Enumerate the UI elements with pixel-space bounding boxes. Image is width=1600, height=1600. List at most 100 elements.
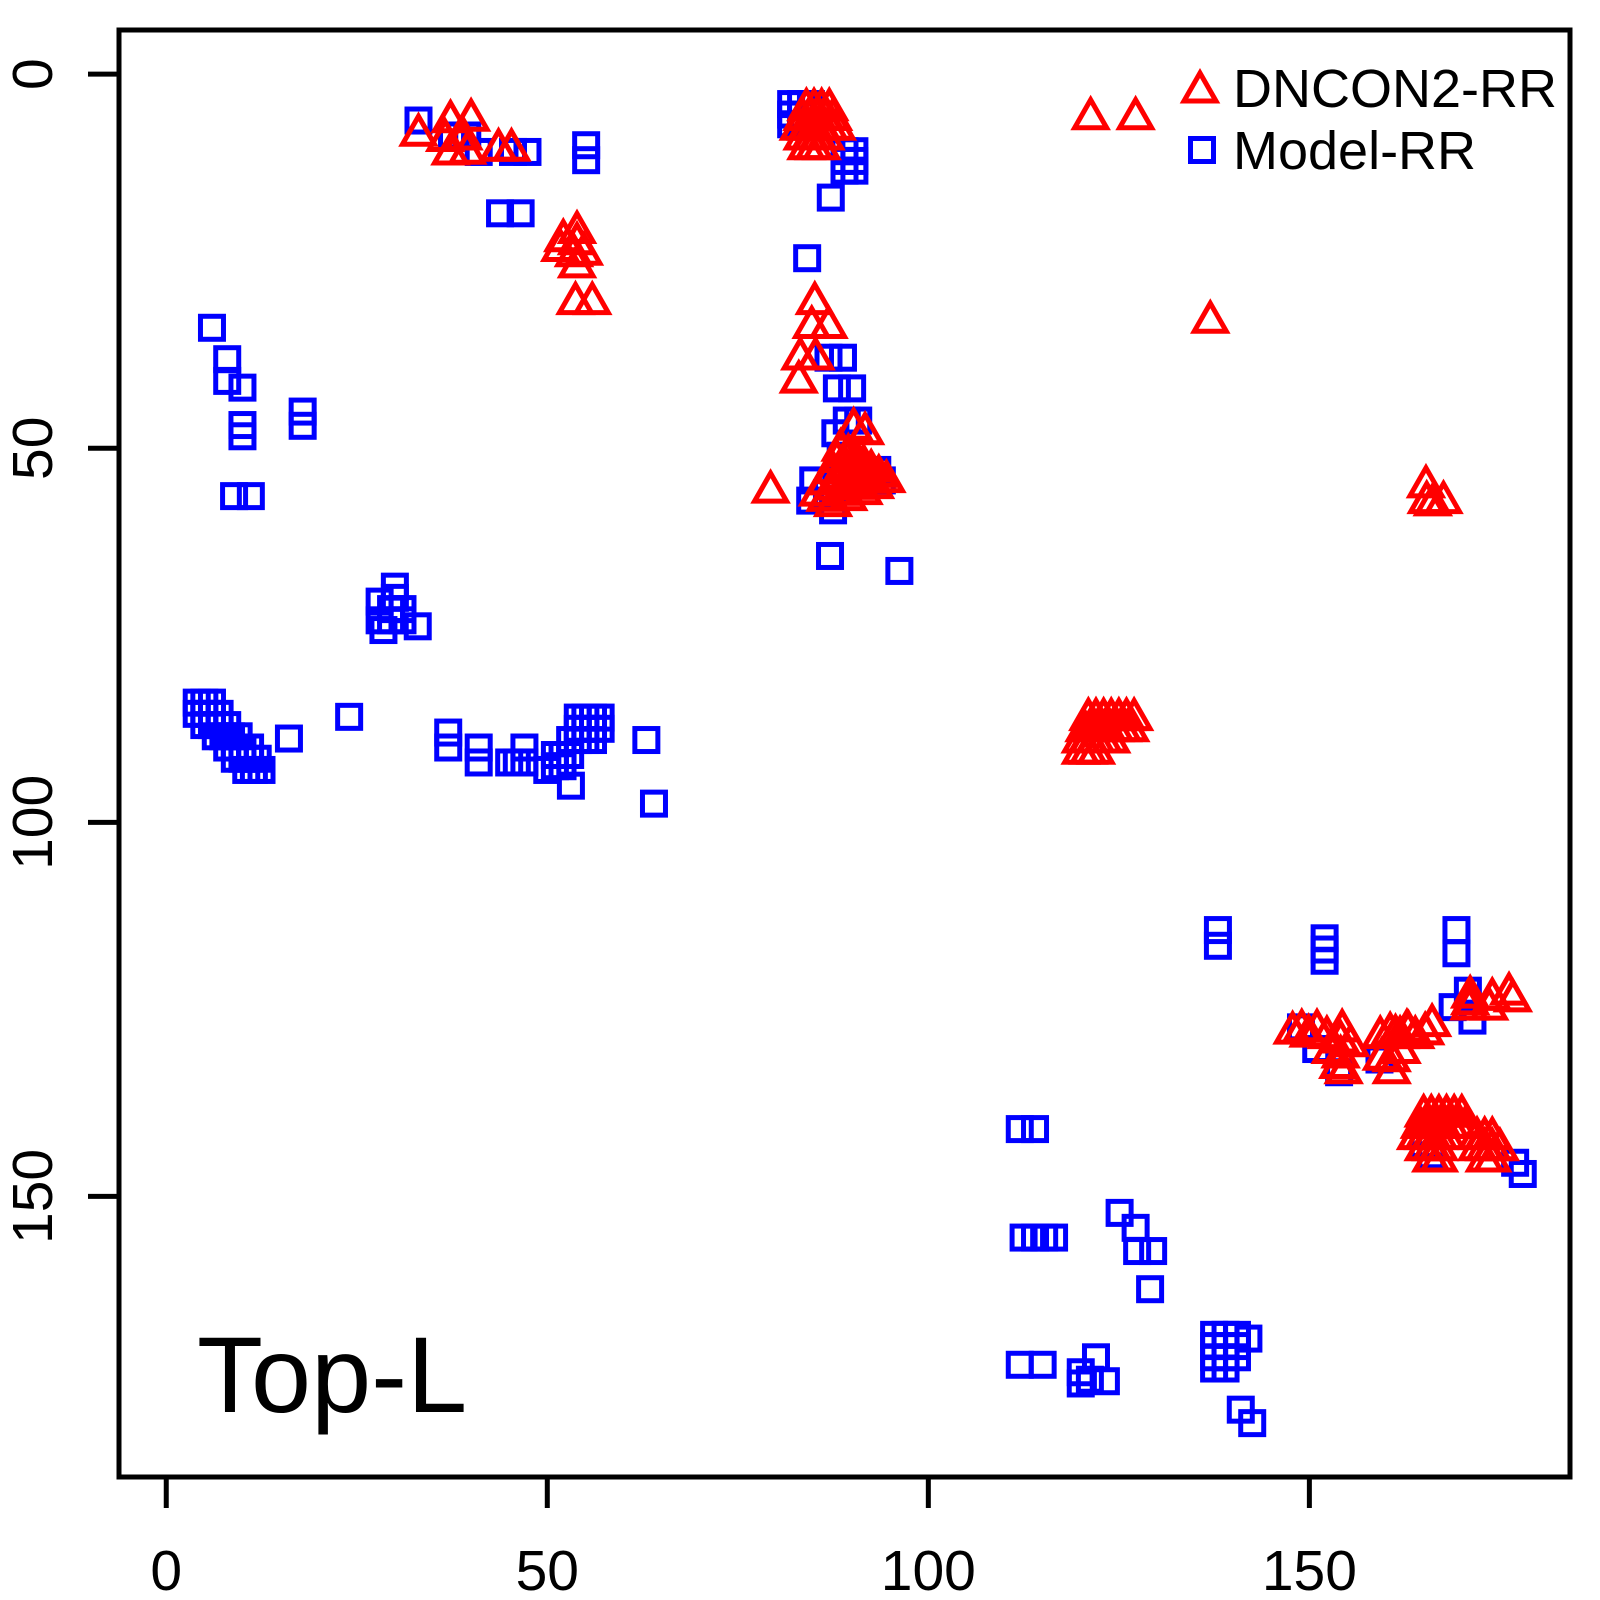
model-rr-point bbox=[510, 733, 539, 762]
legend-label-dncon2: DNCON2-RR bbox=[1233, 59, 1557, 119]
model-rr-point bbox=[1238, 1409, 1267, 1438]
model-rr-point bbox=[1040, 1223, 1069, 1252]
dncon2-rr-point bbox=[801, 124, 842, 161]
model-rr-point bbox=[464, 733, 493, 762]
plot-border bbox=[116, 27, 1573, 1480]
x-axis-tick-label: 150 bbox=[1262, 1539, 1357, 1600]
dncon2-rr-point bbox=[1115, 94, 1156, 131]
model-rr-point bbox=[1075, 1365, 1104, 1394]
dncon2-rr-point bbox=[1189, 298, 1231, 334]
dncon2-rr-point bbox=[1320, 1032, 1361, 1069]
dncon2-rr-point bbox=[1075, 729, 1117, 765]
dncon2-rr-point bbox=[1323, 1048, 1364, 1085]
model-rr-point bbox=[533, 755, 562, 784]
model-rr-point bbox=[434, 718, 463, 747]
dncon2-rr-point bbox=[1423, 478, 1464, 515]
dncon2-rr-point bbox=[398, 111, 439, 147]
annotation-top-l: Top-L bbox=[197, 1314, 467, 1435]
model-rr-point bbox=[1123, 1237, 1152, 1266]
model-rr-point bbox=[548, 752, 577, 781]
dncon2-rr-point bbox=[1070, 94, 1111, 131]
model-rr-point bbox=[885, 556, 914, 585]
model-rr-point bbox=[840, 156, 869, 185]
model-rr-point bbox=[1028, 1350, 1057, 1379]
model-rr-point bbox=[1310, 946, 1339, 975]
model-rr-point bbox=[1442, 916, 1471, 945]
dncon2-rr-point bbox=[1371, 1036, 1412, 1073]
model-rr-point bbox=[220, 482, 249, 511]
dncon2-rr-point bbox=[1090, 717, 1132, 754]
legend-label-model: Model-RR bbox=[1233, 121, 1476, 181]
model-rr-point bbox=[1105, 1198, 1134, 1227]
dncon2-rr-point bbox=[1272, 1009, 1313, 1045]
model-rr-point bbox=[793, 244, 822, 273]
model-rr-point bbox=[816, 541, 845, 570]
y-axis-tick-label: 50 bbox=[1, 417, 65, 480]
model-rr-point bbox=[572, 146, 601, 175]
model-rr-point bbox=[1136, 1275, 1165, 1304]
model-rr-point bbox=[434, 733, 463, 762]
model-rr-point bbox=[822, 374, 851, 403]
x-axis-tick-label: 100 bbox=[881, 1539, 976, 1600]
model-rr-point bbox=[1211, 1354, 1240, 1383]
model-rr-point bbox=[288, 411, 317, 440]
model-rr-point bbox=[1005, 1350, 1034, 1379]
model-rr-point bbox=[288, 397, 317, 426]
dncon2-rr-point bbox=[1109, 706, 1151, 743]
model-rr-point bbox=[228, 422, 257, 451]
dncon2-rr-point bbox=[844, 409, 886, 446]
dncon2-rr-point bbox=[795, 334, 836, 371]
dncon2-rr-point bbox=[1471, 1136, 1513, 1173]
model-rr-point bbox=[228, 373, 257, 402]
model-rr-point bbox=[495, 748, 524, 777]
dncon2-rr-point bbox=[1492, 976, 1534, 1013]
dncon2-rr-point bbox=[1371, 1048, 1412, 1085]
model-rr-point bbox=[639, 789, 668, 818]
dncon2-rr-point bbox=[808, 303, 849, 340]
model-rr-point bbox=[1021, 1115, 1050, 1144]
y-axis-tick-label: 150 bbox=[1, 1149, 65, 1244]
model-rr-point bbox=[556, 771, 585, 800]
model-rr-point bbox=[828, 343, 857, 372]
legend-marker-model-square-icon bbox=[1188, 136, 1216, 164]
x-axis-tick-label: 50 bbox=[516, 1539, 579, 1600]
model-rr-point bbox=[369, 616, 398, 645]
model-rr-point bbox=[1139, 1237, 1168, 1266]
model-rr-point bbox=[1203, 916, 1232, 945]
dncon2-rr-point bbox=[1449, 973, 1491, 1009]
model-rr-point bbox=[572, 131, 601, 160]
dncon2-rr-point bbox=[797, 471, 839, 507]
dncon2-rr-point bbox=[750, 468, 791, 504]
dncon2-rr-point bbox=[491, 126, 532, 162]
model-rr-point bbox=[1508, 1159, 1537, 1188]
model-rr-point bbox=[1203, 931, 1232, 960]
model-rr-point bbox=[335, 702, 364, 731]
model-rr-point bbox=[510, 748, 539, 777]
legend-marker-dncon2-triangle-icon bbox=[1179, 67, 1221, 104]
dncon2-rr-point bbox=[1418, 1136, 1460, 1173]
y-axis-tick-label: 100 bbox=[1, 775, 65, 870]
model-rr-point bbox=[404, 106, 433, 135]
dncon2-rr-point bbox=[446, 129, 488, 165]
dncon2-rr-point bbox=[556, 242, 598, 279]
model-rr-point bbox=[513, 137, 542, 166]
model-rr-point bbox=[403, 612, 432, 641]
model-rr-point bbox=[197, 313, 226, 342]
model-rr-point bbox=[816, 183, 845, 212]
y-axis-tick-label: 0 bbox=[1, 58, 65, 90]
model-rr-point bbox=[1081, 1343, 1110, 1372]
dncon2-rr-point bbox=[443, 114, 484, 151]
model-rr-point bbox=[464, 748, 493, 777]
x-axis-tick-label: 0 bbox=[150, 1539, 182, 1600]
dncon2-rr-point bbox=[1330, 1021, 1371, 1058]
dncon2-rr-point bbox=[1411, 1001, 1453, 1038]
model-rr-point bbox=[236, 482, 265, 511]
model-rr-point bbox=[213, 366, 242, 395]
model-rr-point bbox=[274, 724, 303, 753]
dncon2-rr-point bbox=[812, 481, 854, 518]
model-rr-point bbox=[502, 748, 531, 777]
dncon2-rr-point bbox=[805, 476, 846, 512]
model-rr-point bbox=[632, 726, 661, 755]
